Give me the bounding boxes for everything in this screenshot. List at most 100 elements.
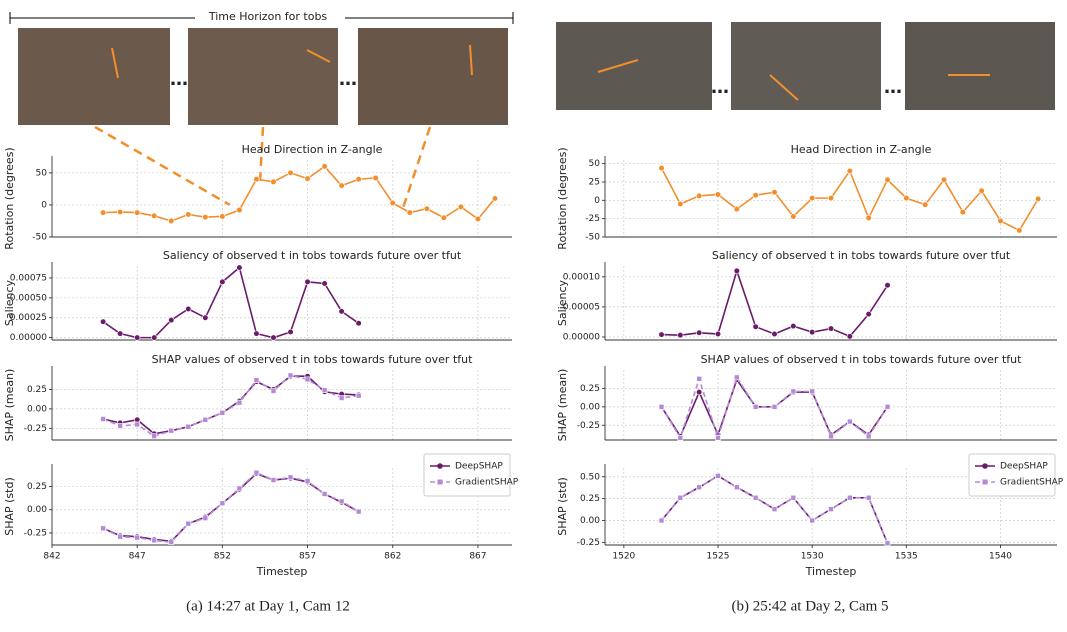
data-point (135, 422, 140, 427)
subplot-title: Head Direction in Z-angle (791, 143, 932, 156)
data-point (734, 268, 740, 274)
data-point (847, 419, 852, 424)
y-tick-label: 50 (589, 159, 601, 169)
y-tick-label: -0.25 (24, 528, 47, 538)
data-point (659, 332, 665, 338)
data-point (152, 538, 157, 543)
data-point (305, 176, 311, 182)
subplot-title: Saliency of observed t in tobs towards f… (163, 249, 462, 262)
caption: (a) 14:27 at Day 1, Cam 12 (186, 598, 350, 614)
data-point (696, 193, 702, 199)
y-tick-label: 0.25 (27, 385, 47, 395)
data-point (791, 214, 797, 220)
connector (403, 127, 430, 208)
data-point (809, 329, 815, 335)
data-point (678, 201, 684, 207)
y-tick-label: 0.50 (580, 472, 600, 482)
data-point (271, 478, 276, 483)
x-tick-label: 867 (469, 552, 486, 562)
data-point (1035, 196, 1041, 202)
data-point (866, 311, 872, 317)
data-point (254, 176, 260, 182)
y-tick-label: 0 (594, 196, 600, 206)
data-point (169, 540, 174, 545)
y-tick-label: 0.25 (580, 494, 600, 504)
data-point (716, 473, 721, 478)
data-point (847, 334, 853, 340)
data-point (271, 389, 276, 394)
data-point (356, 393, 361, 398)
data-point (810, 518, 815, 523)
data-point (203, 516, 208, 521)
y-tick-label: 0.00 (580, 516, 600, 526)
ellipsis: … (711, 77, 729, 98)
data-point (753, 192, 759, 198)
data-point (237, 486, 242, 491)
data-point (134, 210, 140, 216)
y-axis-label: Rotation (degrees) (556, 147, 569, 249)
y-axis-label: SHAP (mean) (556, 369, 569, 442)
x-tick-label: 857 (299, 552, 316, 562)
data-point (715, 192, 721, 198)
data-point (356, 320, 362, 326)
data-point (734, 485, 739, 490)
data-point (254, 470, 259, 475)
data-point (288, 475, 293, 480)
y-tick-label: -50 (585, 233, 600, 243)
data-point (866, 495, 871, 500)
y-tick-label: 0.00 (27, 505, 47, 515)
legend-label: DeepSHAP (455, 462, 503, 472)
data-point (118, 534, 123, 539)
data-point (220, 501, 225, 506)
data-point (339, 309, 345, 315)
data-point (254, 378, 259, 383)
data-point (101, 417, 106, 422)
y-axis-label: Rotation (degrees) (3, 147, 16, 249)
data-point (185, 212, 191, 218)
data-point (998, 218, 1004, 224)
data-point (118, 424, 123, 429)
legend-marker (437, 463, 443, 469)
data-point (220, 279, 226, 285)
data-line (103, 473, 359, 543)
data-point (659, 165, 665, 171)
subplot-title: SHAP values of observed t in tobs toward… (701, 353, 1023, 366)
legend-marker (438, 480, 443, 485)
data-point (185, 306, 191, 312)
data-line (103, 166, 495, 221)
data-line (103, 375, 359, 436)
y-tick-label: -0.25 (24, 424, 47, 434)
data-point (866, 434, 871, 439)
header: Time Horizon for tobs (10, 8, 513, 26)
data-point (960, 209, 966, 215)
data-point (220, 410, 225, 415)
data-point (885, 282, 891, 288)
data-point (339, 396, 344, 401)
data-point (237, 207, 243, 213)
data-point (1017, 228, 1023, 234)
x-tick-label: 1535 (895, 552, 918, 562)
data-point (151, 213, 157, 219)
data-point (390, 200, 396, 206)
data-point (271, 335, 277, 341)
data-point (659, 518, 664, 523)
data-point (772, 189, 778, 195)
data-point (492, 196, 498, 202)
data-point (339, 183, 345, 189)
data-point (716, 435, 721, 440)
y-axis-label: SHAP (mean) (3, 369, 16, 442)
data-point (922, 202, 928, 208)
y-tick-label: 0.00000 (10, 333, 47, 343)
data-point (753, 495, 758, 500)
frame (358, 28, 508, 125)
y-axis-label: SHAP (std) (3, 477, 16, 536)
subplot-title: SHAP values of observed t in tobs toward… (152, 353, 474, 366)
data-point (288, 373, 293, 378)
data-point (441, 215, 447, 221)
x-tick-label: 1540 (989, 552, 1012, 562)
data-point (169, 428, 174, 433)
ellipsis: … (170, 69, 188, 90)
data-point (847, 495, 852, 500)
data-point (424, 206, 430, 212)
data-point (356, 509, 361, 514)
